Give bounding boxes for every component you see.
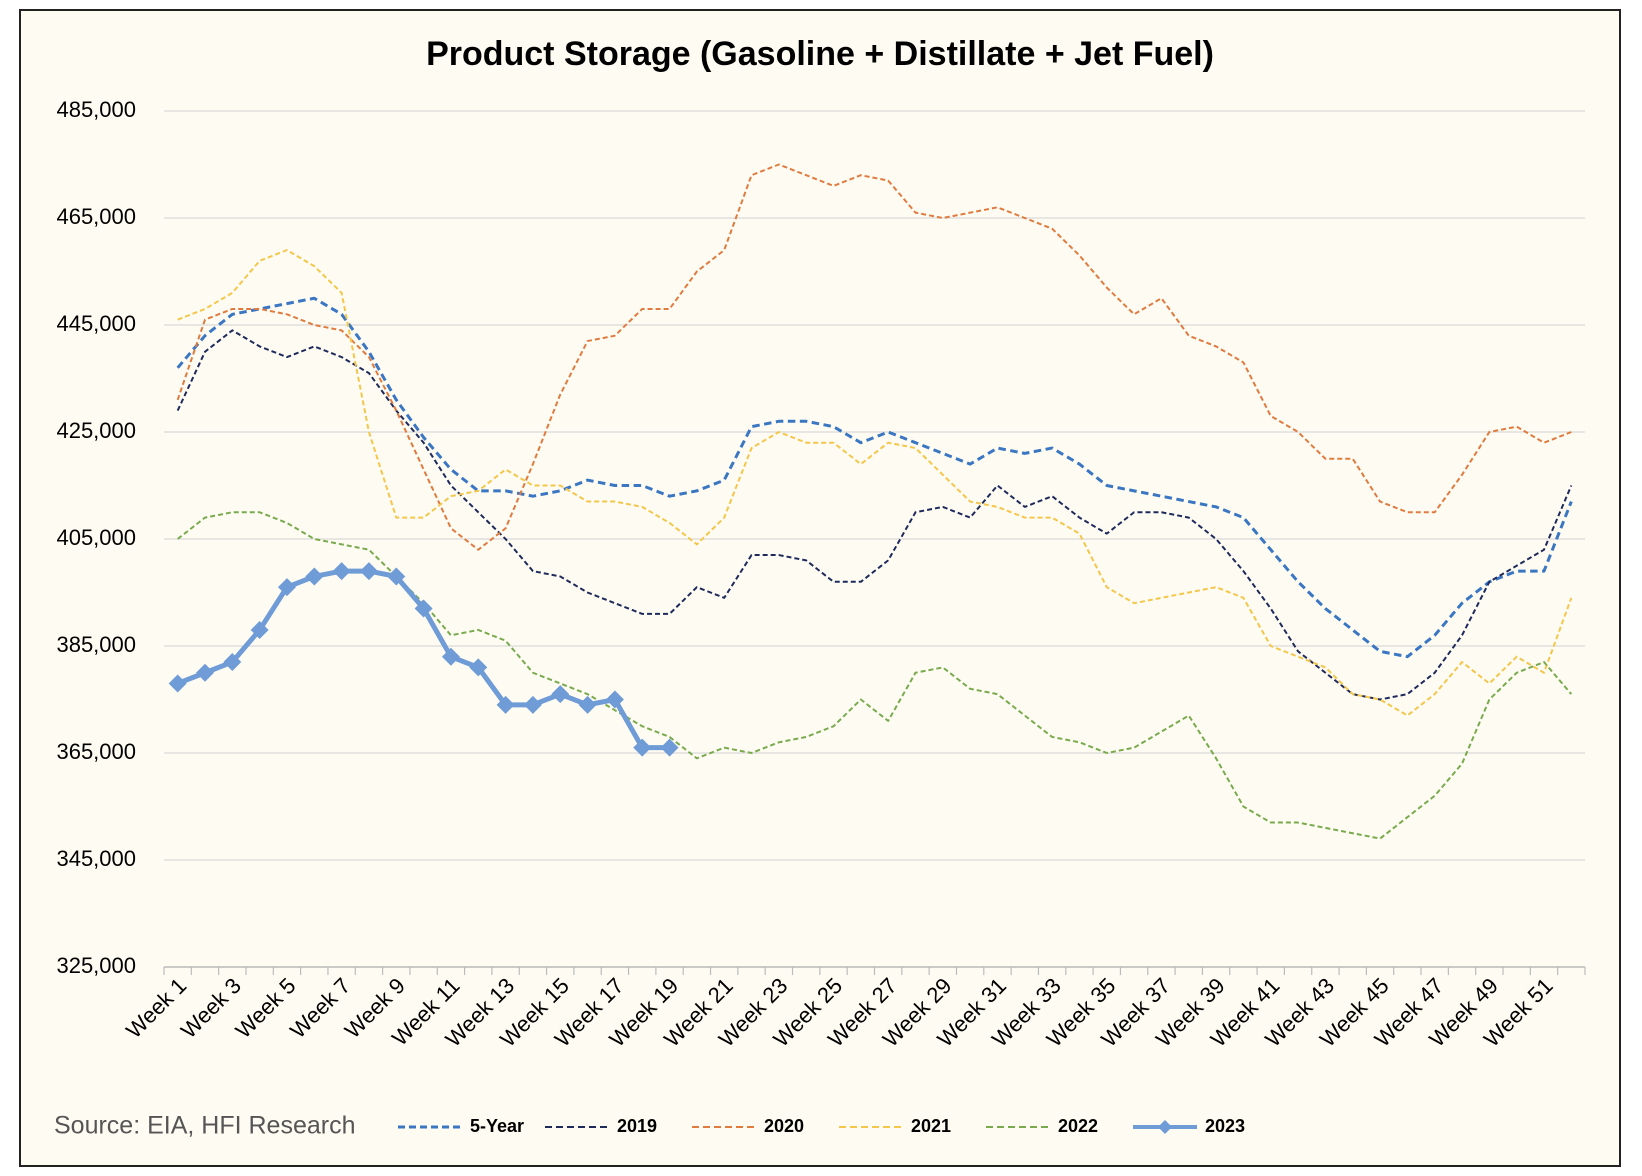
legend-marker	[1158, 1120, 1172, 1134]
diamond-marker	[551, 685, 570, 704]
diamond-marker	[359, 562, 378, 581]
legend-label: 2021	[911, 1116, 951, 1136]
y-tick-label: 325,000	[56, 953, 136, 978]
series-line	[177, 249, 1573, 717]
source-note: Source: EIA, HFI Research	[54, 1112, 356, 1140]
diamond-marker	[633, 738, 652, 757]
legend-label: 2019	[617, 1116, 657, 1136]
y-tick-label: 365,000	[56, 739, 136, 764]
diamond-marker	[496, 695, 515, 714]
diamond-marker	[469, 658, 488, 677]
diamond-marker	[168, 674, 187, 693]
y-tick-label: 405,000	[56, 525, 136, 550]
series-line	[176, 329, 1573, 701]
diamond-marker	[387, 567, 406, 586]
diamond-marker	[523, 695, 542, 714]
y-tick-label: 485,000	[56, 97, 136, 122]
diamond-marker	[660, 738, 679, 757]
diamond-marker	[605, 690, 624, 709]
diamond-marker	[441, 647, 460, 666]
diamond-marker	[250, 620, 269, 639]
diamond-marker	[332, 562, 351, 581]
y-tick-label: 385,000	[56, 632, 136, 657]
diamond-marker	[305, 567, 324, 586]
series-line	[176, 296, 1573, 659]
chart-title: Product Storage (Gasoline + Distillate +…	[426, 35, 1214, 73]
diamond-marker	[414, 599, 433, 618]
y-tick-label: 465,000	[56, 204, 136, 229]
diamond-marker	[578, 695, 597, 714]
series-line	[176, 163, 1572, 551]
legend-label: 2022	[1058, 1116, 1098, 1136]
y-tick-label: 345,000	[56, 846, 136, 871]
series-line	[177, 511, 1573, 840]
diamond-marker	[277, 578, 296, 597]
diamond-marker	[223, 653, 242, 672]
diamond-marker	[195, 663, 214, 682]
y-tick-label: 425,000	[56, 418, 136, 443]
y-tick-label: 445,000	[56, 311, 136, 336]
legend-label: 2023	[1205, 1116, 1245, 1136]
legend-label: 5-Year	[470, 1116, 524, 1136]
legend-label: 2020	[764, 1116, 804, 1136]
